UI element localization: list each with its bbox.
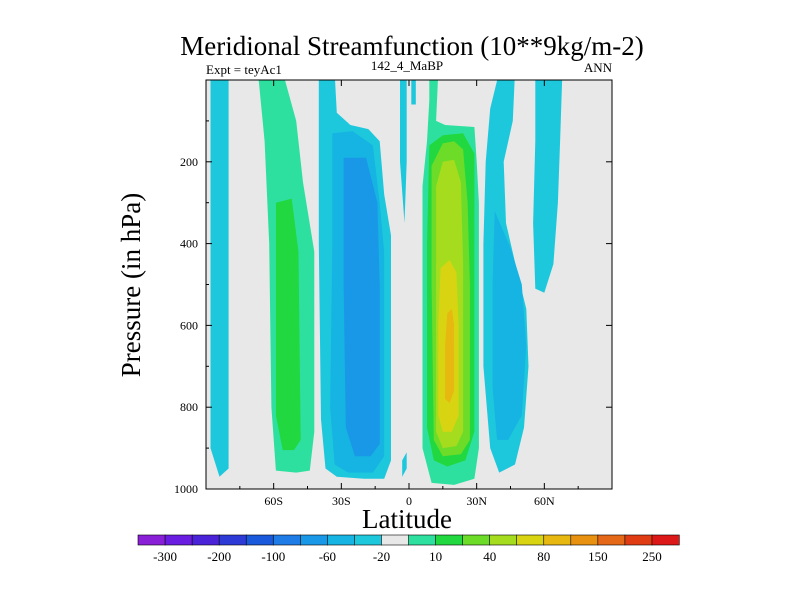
y-tick-label: 600: [180, 318, 198, 332]
colorbar-label: -100: [261, 549, 285, 564]
y-axis: 200 400 600 800 1000: [174, 120, 612, 496]
right-string: ANN: [584, 60, 613, 75]
colorbar-swatch: [327, 534, 356, 546]
contour-eq-sliver-small: [411, 80, 416, 105]
contour-sh-outer-cell: [210, 80, 229, 477]
colorbar-label: -300: [153, 549, 177, 564]
contour-sh-ferrel-mid: [275, 198, 301, 451]
x-tick-label: 0: [406, 494, 412, 508]
colorbar-label: 40: [483, 549, 496, 564]
colorbar-swatch: [272, 534, 301, 546]
colorbar-swatch: [191, 534, 220, 546]
contour-nh-ferrel-mid: [492, 210, 527, 440]
colorbar-swatch: [597, 534, 626, 546]
colorbar-label: -60: [319, 549, 336, 564]
contour-eq-sliver-lower: [402, 452, 407, 477]
x-axis-label: Latitude: [362, 504, 452, 534]
x-tick-label: 30N: [466, 494, 487, 508]
colorbar-swatch: [408, 534, 437, 546]
colorbar-swatch: [218, 534, 247, 546]
contour-nh-polar-cell: [533, 80, 563, 293]
y-tick-label: 800: [180, 400, 198, 414]
colorbar-label: 150: [588, 549, 608, 564]
x-tick-label: 30S: [332, 494, 351, 508]
y-tick-label: 200: [180, 155, 198, 169]
colorbar-swatch: [462, 534, 491, 546]
colorbar-swatch: [516, 534, 545, 546]
colorbar-labels: -300 -200 -100 -60 -20 10 40 80 150 250: [153, 549, 662, 564]
y-tick-label: 1000: [174, 482, 198, 496]
x-axis: 60S 30S 0 30N 60N: [205, 80, 613, 508]
contour-sh-hadley-inner: [343, 157, 380, 457]
colorbar-label: 10: [429, 549, 442, 564]
colorbar-label: 80: [537, 549, 550, 564]
center-string: 142_4_MaBP: [371, 58, 443, 73]
colorbar-swatch: [651, 534, 680, 546]
colorbar-swatch: [245, 534, 274, 546]
y-tick-label: 400: [180, 237, 198, 251]
colorbar-swatch: [137, 534, 166, 546]
colorbar-swatch: [354, 534, 383, 546]
contour-regions: [210, 80, 563, 485]
x-tick-label: 60S: [264, 494, 283, 508]
colorbar-swatch: [164, 534, 193, 546]
colorbar-swatch: [543, 534, 572, 546]
chart-title: Meridional Streamfunction (10**9kg/m-2): [180, 31, 643, 61]
colorbar-swatch: [299, 534, 328, 546]
contour-eq-sliver-upper: [400, 80, 407, 224]
colorbar-label: -20: [373, 549, 390, 564]
colorbar: [137, 534, 680, 546]
colorbar-label: 250: [642, 549, 662, 564]
y-axis-label: Pressure (in hPa): [116, 193, 146, 377]
colorbar-swatch: [489, 534, 518, 546]
colorbar-label: -200: [207, 549, 231, 564]
colorbar-swatch: [435, 534, 464, 546]
colorbar-swatch: [570, 534, 599, 546]
left-string: Expt = teyAc1: [206, 62, 282, 77]
colorbar-swatch: [624, 534, 653, 546]
colorbar-swatch: [381, 534, 410, 546]
x-tick-label: 60N: [534, 494, 555, 508]
contour-nh-hadley-max: [445, 309, 455, 404]
